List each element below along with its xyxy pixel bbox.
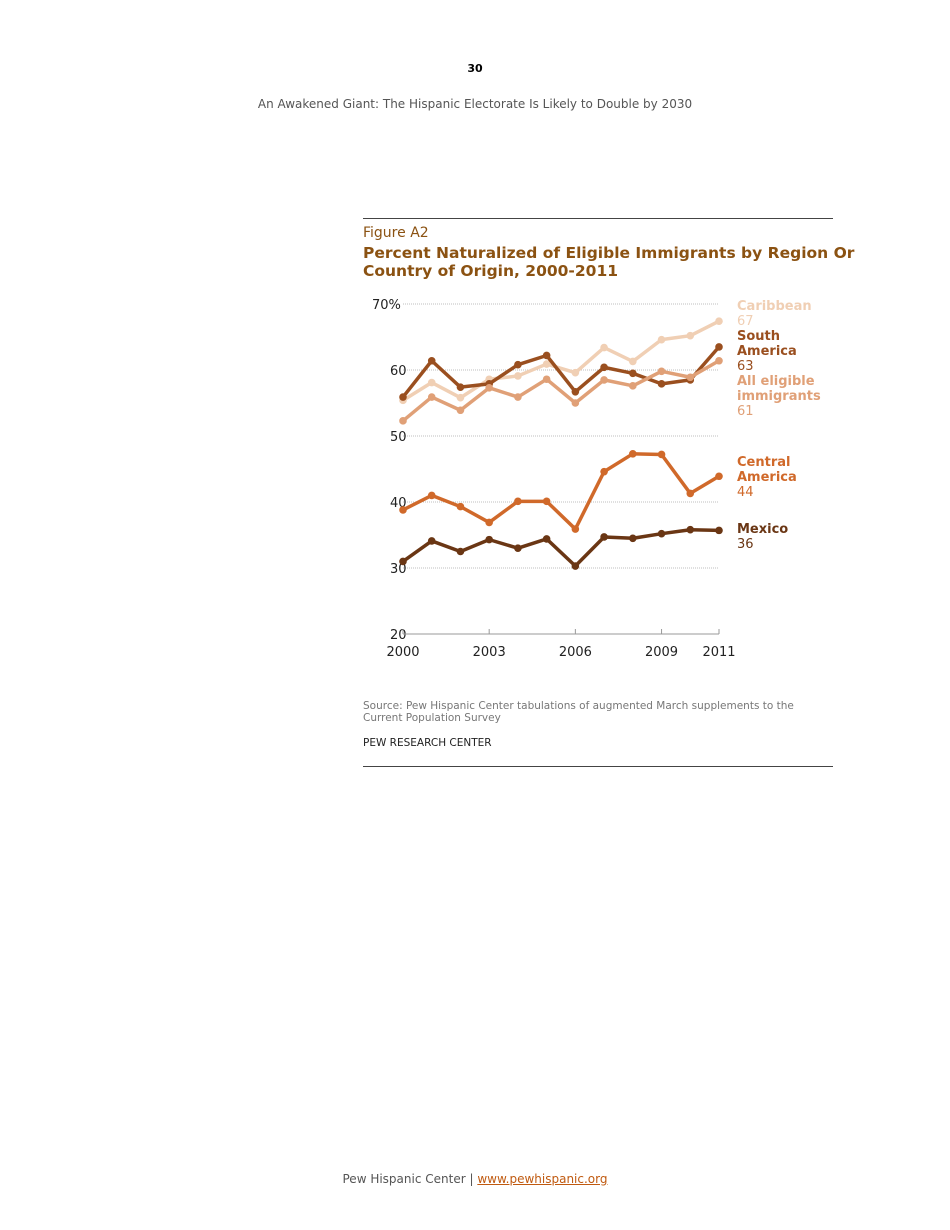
x-tick-label: 2009 [645, 645, 678, 660]
data-point [715, 472, 723, 481]
data-point [571, 562, 580, 570]
data-point [514, 372, 522, 380]
data-point [456, 502, 465, 511]
y-tick-label: 30 [390, 562, 407, 577]
series-line-4 [401, 527, 720, 568]
series-line-0 [402, 319, 720, 402]
data-point [657, 367, 666, 376]
data-point [514, 497, 522, 506]
data-point [686, 489, 695, 498]
data-point [657, 529, 666, 538]
data-point [485, 384, 493, 392]
data-point [456, 547, 465, 556]
legend-label-1: South America [737, 329, 797, 359]
legend-label-2: All eligible immigrants [737, 374, 821, 404]
data-point [485, 535, 493, 544]
data-point [485, 518, 493, 527]
legend-label-0: Caribbean [737, 299, 812, 314]
data-point [571, 525, 580, 533]
legend-value-3: 44 [737, 485, 754, 500]
data-point [686, 331, 695, 340]
legend-value-0: 67 [737, 314, 754, 329]
data-point [657, 450, 666, 459]
data-point [427, 356, 436, 365]
legend-label-3: Central America [737, 455, 797, 485]
y-tick-label: 60 [390, 364, 407, 379]
data-point [600, 363, 608, 372]
data-point [427, 537, 436, 545]
footer-link[interactable]: www.pewhispanic.org [477, 1172, 608, 1186]
data-point [456, 406, 465, 415]
bottom-rule [363, 766, 833, 767]
x-tick-label: 2000 [386, 645, 419, 660]
source-note: Source: Pew Hispanic Center tabulations … [363, 700, 794, 724]
legend-value-2: 61 [737, 404, 754, 419]
data-point [399, 506, 407, 514]
x-tick-label: 2011 [702, 645, 735, 660]
data-point [427, 491, 436, 500]
data-point [600, 533, 608, 541]
data-point [629, 369, 637, 378]
footer-text: Pew Hispanic Center | [342, 1172, 478, 1186]
credit: PEW RESEARCH CENTER [363, 737, 492, 749]
x-tick-label: 2006 [559, 645, 592, 660]
data-point [514, 393, 522, 401]
legend-label-4: Mexico [737, 522, 788, 537]
data-point [715, 356, 723, 365]
legend-value-4: 36 [737, 537, 754, 552]
running-head: An Awakened Giant: The Hispanic Electora… [257, 97, 693, 111]
data-point [542, 497, 551, 506]
data-point [629, 534, 637, 543]
data-point [456, 393, 465, 402]
data-point [542, 351, 551, 360]
data-point [686, 525, 695, 534]
data-point [399, 557, 407, 566]
data-point [600, 376, 608, 384]
data-point [427, 393, 436, 401]
series-line-3 [402, 452, 720, 531]
page-number: 30 [467, 62, 483, 75]
data-point [715, 526, 723, 535]
data-point [715, 343, 723, 351]
data-point [542, 375, 551, 384]
data-point [542, 535, 551, 543]
data-point [399, 393, 407, 401]
data-point [629, 450, 637, 458]
figure-title: Percent Naturalized of Eligible Immigran… [363, 244, 855, 280]
data-point [629, 357, 637, 366]
x-tick-label: 2003 [473, 645, 506, 660]
data-point [571, 368, 580, 377]
top-rule [363, 218, 833, 219]
figure-label: Figure A2 [363, 225, 429, 241]
data-point [715, 317, 723, 325]
data-point [571, 399, 580, 407]
y-tick-label: 50 [390, 430, 407, 445]
data-point [600, 343, 608, 352]
legend-value-1: 63 [737, 359, 754, 374]
data-point [456, 383, 465, 391]
data-point [571, 387, 580, 396]
data-point [399, 417, 407, 425]
data-point [629, 382, 637, 390]
data-point [686, 373, 695, 382]
series-line-1 [401, 345, 721, 399]
data-point [657, 335, 666, 344]
data-point [427, 378, 436, 387]
footer: Pew Hispanic Center | www.pewhispanic.or… [0, 1172, 950, 1186]
y-tick-label: 20 [390, 628, 407, 643]
data-point [600, 467, 608, 476]
data-point [514, 360, 522, 369]
data-point [657, 380, 666, 388]
y-tick-label: 70% [372, 298, 401, 313]
series-line-2 [401, 359, 720, 423]
data-point [514, 544, 522, 552]
data-point [542, 360, 551, 368]
